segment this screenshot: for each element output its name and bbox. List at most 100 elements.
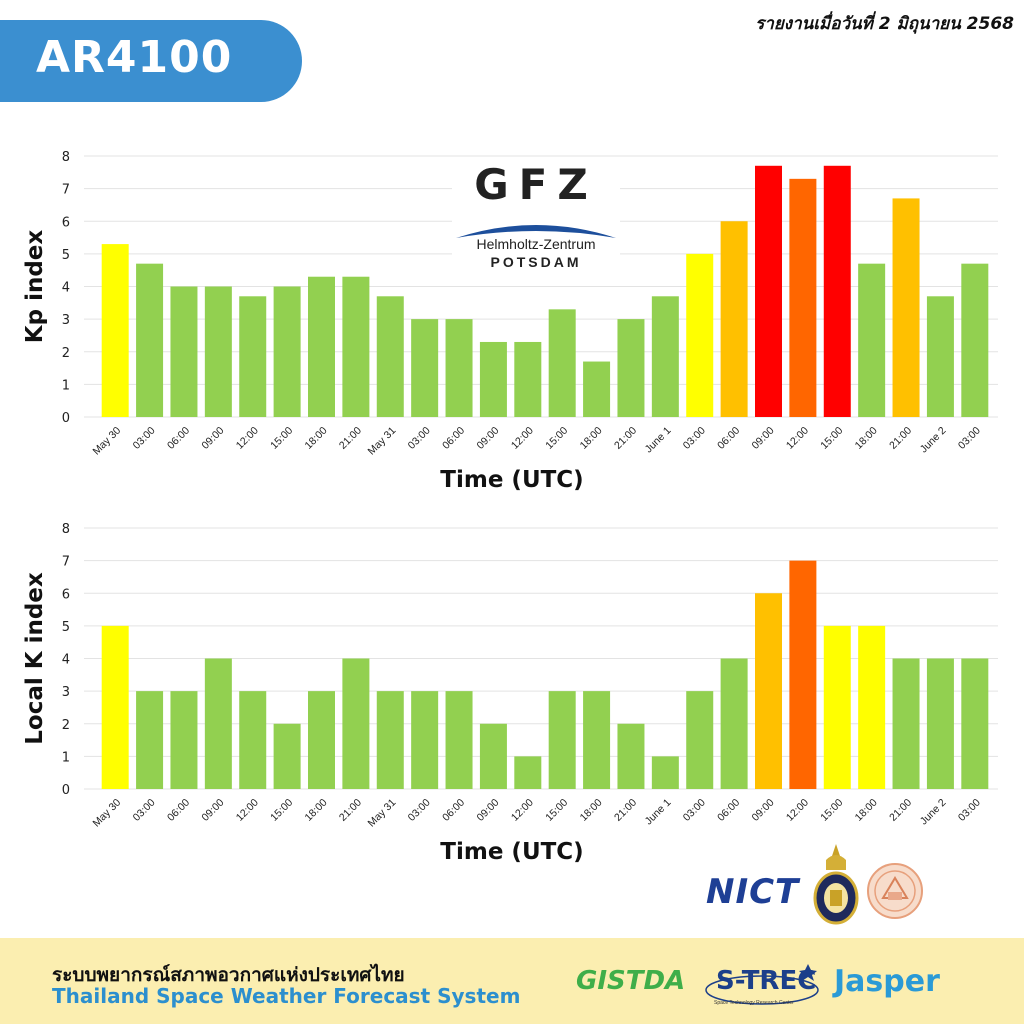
x-tick-label: 06:00 bbox=[165, 797, 192, 824]
x-tick-label: May 31 bbox=[366, 797, 399, 830]
y-tick-label: 2 bbox=[62, 346, 70, 361]
bar bbox=[308, 691, 335, 789]
y-tick-label: 5 bbox=[62, 620, 70, 635]
bar bbox=[411, 691, 439, 789]
gistda-logo-text: GISTDA bbox=[576, 966, 686, 996]
x-tick-label: 06:00 bbox=[715, 425, 742, 452]
kp-index-chart: 0 1 2 3 4 5 6 7 8 May 30 03:00 06:00 09:00 12:00 15:00… bbox=[22, 150, 998, 493]
x-tick-label: 21:00 bbox=[337, 797, 364, 824]
y-tick-label: 0 bbox=[62, 783, 70, 798]
x-tick-label: 03:00 bbox=[681, 425, 708, 452]
bar bbox=[445, 319, 473, 417]
nict-logo: NICT bbox=[706, 872, 800, 912]
bar bbox=[479, 341, 507, 417]
bar bbox=[583, 361, 611, 417]
bar bbox=[686, 691, 714, 789]
x-tick-label: 21:00 bbox=[337, 425, 364, 452]
bar bbox=[136, 263, 164, 417]
bar bbox=[961, 263, 989, 417]
bar bbox=[617, 723, 645, 789]
x-tick-label: June 1 bbox=[643, 797, 674, 828]
x-tick-label: May 30 bbox=[90, 425, 123, 458]
bar bbox=[858, 625, 886, 789]
page-title: AR4100 bbox=[36, 32, 233, 83]
x-tick-label: 12:00 bbox=[509, 797, 536, 824]
y-tick-label: 8 bbox=[62, 522, 70, 537]
bar bbox=[892, 198, 920, 417]
strec-logo: S-TREC Space Technology Research Center bbox=[704, 960, 822, 1016]
bar bbox=[892, 658, 920, 789]
y-tick-label: 0 bbox=[62, 411, 70, 426]
bar bbox=[755, 593, 782, 789]
x-tick-label: 09:00 bbox=[474, 425, 501, 452]
bar bbox=[651, 756, 679, 789]
bar bbox=[686, 253, 714, 417]
footer-english-text: Thailand Space Weather Forecast System bbox=[52, 984, 521, 1008]
x-tick-label: 12:00 bbox=[234, 425, 261, 452]
y-tick-label: 5 bbox=[62, 248, 70, 263]
bar bbox=[342, 276, 370, 417]
report-date: รายงานเมื่อวันที่ 2 มิถุนายน 2568 bbox=[755, 14, 1014, 34]
y-tick-label: 2 bbox=[62, 718, 70, 733]
jasper-logo: Jasper bbox=[834, 964, 940, 999]
bar bbox=[170, 691, 198, 789]
y-tick-label: 1 bbox=[62, 750, 70, 765]
strec-orbit-icon bbox=[705, 964, 819, 1005]
y-axis-label: Local K index bbox=[22, 572, 48, 745]
x-tick-label: 03:00 bbox=[131, 797, 158, 824]
y-axis-label: Kp index bbox=[22, 230, 48, 344]
bar bbox=[789, 560, 817, 789]
y-tick-label: 6 bbox=[62, 215, 70, 230]
gfz-logo-letters: GFZ bbox=[474, 160, 598, 209]
bar bbox=[858, 263, 886, 417]
bar bbox=[411, 319, 439, 417]
x-tick-label: 12:00 bbox=[784, 797, 811, 824]
bar bbox=[136, 691, 164, 789]
bar bbox=[583, 691, 611, 789]
x-tick-label: June 2 bbox=[918, 425, 949, 456]
title-banner bbox=[0, 20, 302, 102]
x-tick-label: June 2 bbox=[918, 797, 949, 828]
x-tick-label: 03:00 bbox=[956, 425, 983, 452]
local-k-index-chart: 0 1 2 3 4 5 6 7 8 May 30 03:00 06:00 09:00 12:00 15:00… bbox=[22, 522, 998, 865]
bar bbox=[239, 691, 267, 789]
y-tick-label: 8 bbox=[62, 150, 70, 165]
strec-logo-text: S-TREC bbox=[716, 966, 817, 996]
y-tick-label: 6 bbox=[62, 587, 70, 602]
x-axis-label: Time (UTC) bbox=[440, 839, 583, 865]
x-tick-label: 21:00 bbox=[612, 425, 639, 452]
x-tick-label: 09:00 bbox=[199, 425, 226, 452]
gistda-logo: GISTDA bbox=[576, 966, 685, 996]
x-tick-label: 03:00 bbox=[406, 425, 433, 452]
x-tick-label: 03:00 bbox=[406, 797, 433, 824]
x-tick-label: May 31 bbox=[366, 425, 399, 458]
bar bbox=[755, 165, 782, 417]
bar bbox=[789, 178, 817, 417]
institution-seal-icon bbox=[867, 863, 923, 919]
x-tick-label: 21:00 bbox=[887, 425, 914, 452]
x-tick-label: 06:00 bbox=[440, 425, 467, 452]
gfz-logo: GFZ Helmholtz-Zentrum POTSDAM bbox=[452, 160, 620, 278]
x-tick-label: 09:00 bbox=[199, 797, 226, 824]
x-tick-label: June 1 bbox=[643, 425, 674, 456]
x-tick-label: 15:00 bbox=[543, 425, 570, 452]
x-tick-label: 18:00 bbox=[303, 425, 330, 452]
y-tick-label: 4 bbox=[62, 653, 70, 668]
x-tick-label: 12:00 bbox=[509, 425, 536, 452]
bar bbox=[376, 691, 404, 789]
bar bbox=[204, 658, 232, 789]
y-tick-label: 7 bbox=[62, 555, 70, 570]
bar bbox=[101, 244, 129, 417]
y-tick-label: 4 bbox=[62, 281, 70, 296]
bar bbox=[617, 319, 645, 417]
bar bbox=[170, 286, 198, 417]
x-tick-label: 18:00 bbox=[578, 425, 605, 452]
bar bbox=[961, 658, 989, 789]
x-tick-label: 09:00 bbox=[750, 425, 777, 452]
bar bbox=[273, 723, 301, 789]
x-tick-label: 15:00 bbox=[543, 797, 570, 824]
x-tick-label: 15:00 bbox=[818, 797, 845, 824]
x-tick-label: 18:00 bbox=[578, 797, 605, 824]
bar bbox=[548, 691, 576, 789]
bar bbox=[376, 296, 404, 417]
